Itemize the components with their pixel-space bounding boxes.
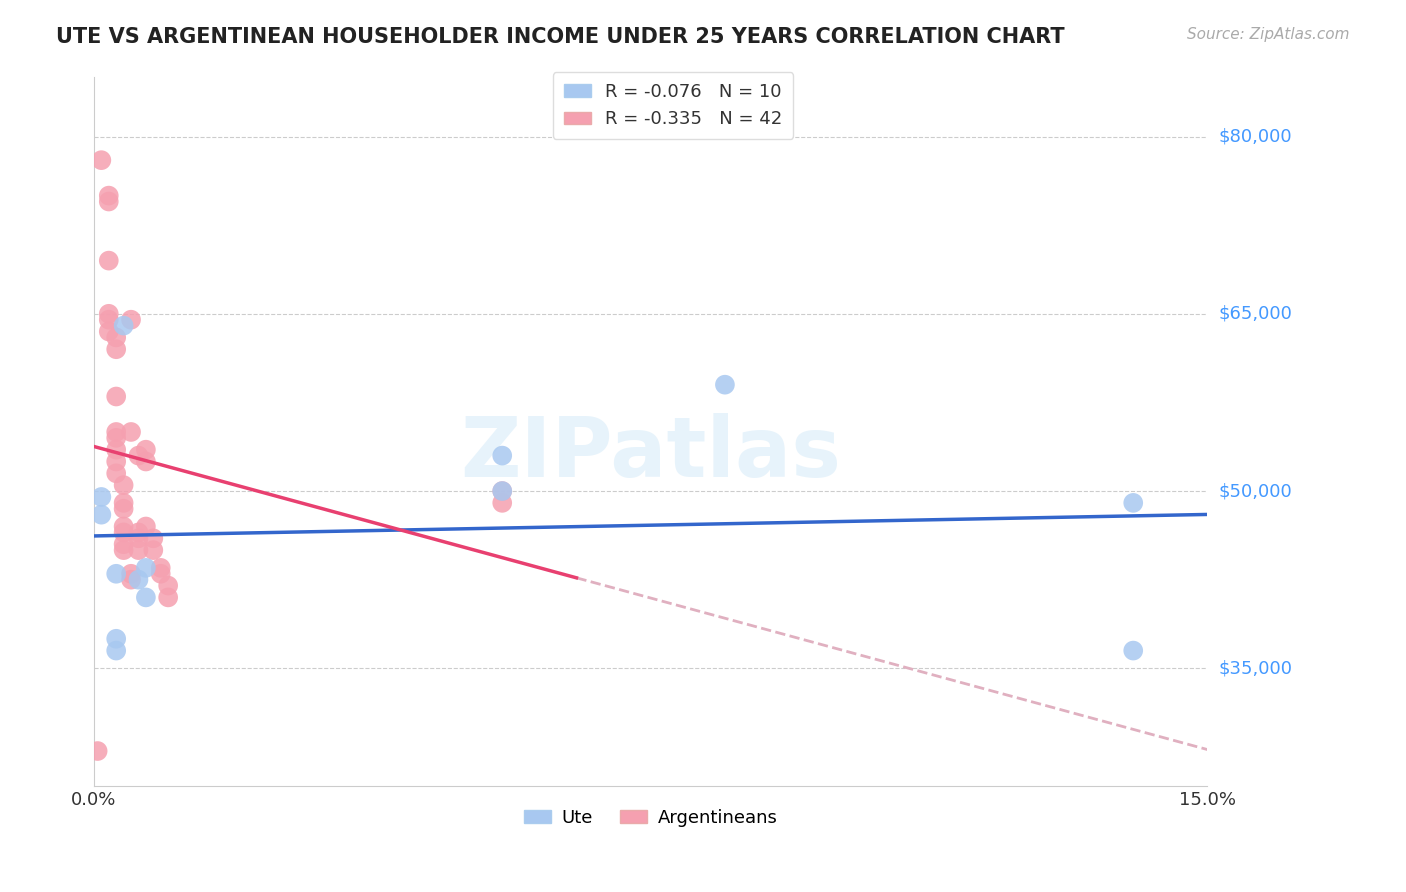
- Point: [142, 543, 165, 558]
- Point: [105, 442, 128, 457]
- Point: [90, 153, 112, 168]
- Text: UTE VS ARGENTINEAN HOUSEHOLDER INCOME UNDER 25 YEARS CORRELATION CHART: UTE VS ARGENTINEAN HOUSEHOLDER INCOME UN…: [56, 27, 1064, 46]
- Point: [105, 343, 128, 357]
- Point: [142, 531, 165, 545]
- Point: [127, 573, 149, 587]
- Point: [120, 573, 142, 587]
- Point: [105, 431, 128, 445]
- Legend: Ute, Argentineans: Ute, Argentineans: [516, 802, 785, 834]
- Point: [105, 390, 128, 404]
- Point: [90, 508, 112, 522]
- Point: [112, 501, 135, 516]
- Point: [105, 632, 128, 646]
- Point: [105, 425, 128, 439]
- Point: [135, 519, 157, 533]
- Point: [127, 543, 149, 558]
- Point: [1122, 496, 1144, 510]
- Point: [120, 425, 142, 439]
- Text: $80,000: $80,000: [1219, 128, 1292, 145]
- Point: [97, 325, 120, 339]
- Point: [97, 194, 120, 209]
- Text: $35,000: $35,000: [1219, 659, 1292, 677]
- Point: [127, 449, 149, 463]
- Text: Source: ZipAtlas.com: Source: ZipAtlas.com: [1187, 27, 1350, 42]
- Point: [97, 188, 120, 202]
- Point: [135, 561, 157, 575]
- Point: [120, 566, 142, 581]
- Text: $65,000: $65,000: [1219, 305, 1292, 323]
- Point: [112, 478, 135, 492]
- Point: [97, 312, 120, 326]
- Point: [112, 543, 135, 558]
- Point: [86, 744, 108, 758]
- Point: [149, 566, 172, 581]
- Point: [105, 643, 128, 657]
- Point: [105, 454, 128, 468]
- Point: [135, 454, 157, 468]
- Point: [112, 525, 135, 540]
- Point: [112, 519, 135, 533]
- Point: [157, 591, 180, 605]
- Point: [491, 496, 513, 510]
- Point: [135, 442, 157, 457]
- Text: ZIPatlas: ZIPatlas: [460, 413, 841, 494]
- Point: [491, 484, 513, 499]
- Point: [491, 449, 513, 463]
- Point: [97, 307, 120, 321]
- Point: [105, 566, 128, 581]
- Point: [105, 467, 128, 481]
- Point: [127, 531, 149, 545]
- Point: [714, 377, 737, 392]
- Point: [90, 490, 112, 504]
- Point: [127, 525, 149, 540]
- Point: [112, 318, 135, 333]
- Text: $50,000: $50,000: [1219, 482, 1292, 500]
- Point: [135, 591, 157, 605]
- Point: [97, 253, 120, 268]
- Point: [491, 484, 513, 499]
- Point: [120, 312, 142, 326]
- Point: [157, 578, 180, 592]
- Point: [105, 330, 128, 344]
- Point: [149, 561, 172, 575]
- Point: [112, 496, 135, 510]
- Point: [112, 537, 135, 551]
- Point: [1122, 643, 1144, 657]
